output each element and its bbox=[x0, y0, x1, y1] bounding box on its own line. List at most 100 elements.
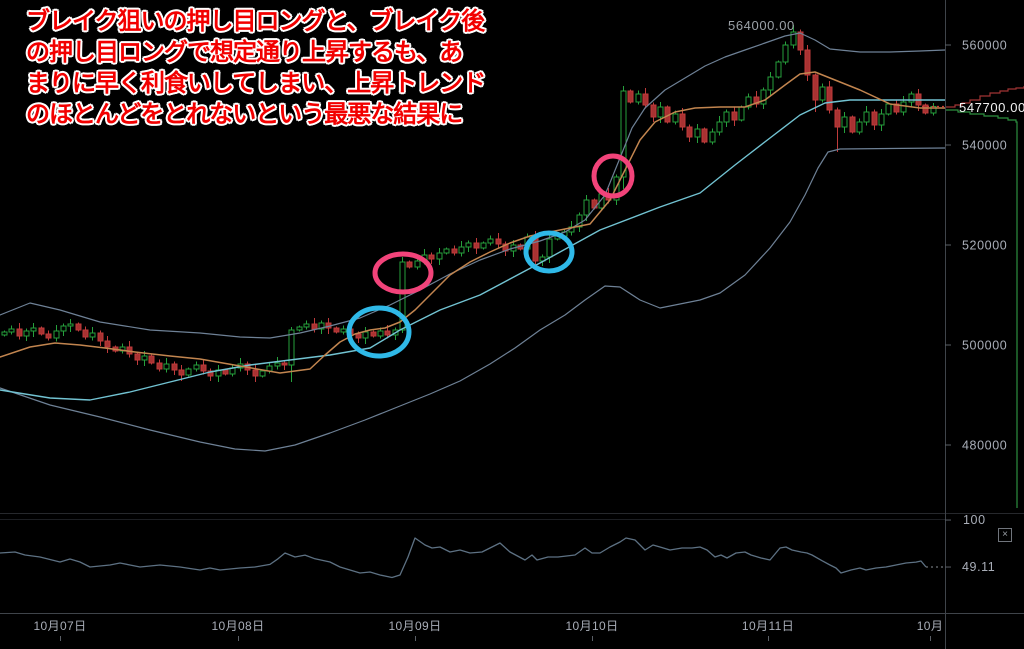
candle-body-up bbox=[908, 93, 915, 103]
candle-body-up bbox=[303, 323, 310, 328]
candle-body-down bbox=[207, 370, 214, 377]
trade-note-annotation: ブレイク狙いの押し目ロングと、ブレイク後 の押し目ロングで想定通り上昇するも、あ… bbox=[26, 6, 546, 130]
date-label: 10月07日 bbox=[33, 619, 86, 633]
candle-body-up bbox=[30, 327, 37, 332]
candle-body-up bbox=[767, 76, 774, 91]
candle-body-up bbox=[23, 330, 30, 337]
entry-circle-pink-2 bbox=[591, 153, 635, 199]
candle-body-down bbox=[849, 116, 856, 133]
candle-body-up bbox=[790, 31, 797, 46]
candle-body-down bbox=[871, 111, 878, 126]
candle-body-up bbox=[657, 106, 664, 118]
close-indicator-button[interactable]: × bbox=[998, 528, 1012, 542]
candle-body-up bbox=[318, 322, 325, 330]
candlestick-series bbox=[1, 25, 937, 382]
candle-body-down bbox=[834, 109, 841, 128]
candle-body-down bbox=[922, 104, 929, 114]
candle-body-up bbox=[465, 242, 472, 248]
candle-body-down bbox=[650, 104, 657, 118]
candle-body-down bbox=[97, 332, 104, 342]
price-tick-label: 480000 bbox=[962, 439, 1007, 453]
candle-body-up bbox=[377, 330, 384, 337]
overlay-band-upper bbox=[0, 32, 946, 339]
candle-body-up bbox=[885, 103, 892, 115]
candle-body-up bbox=[738, 106, 745, 121]
candle-body-down bbox=[370, 331, 377, 337]
candle-body-down bbox=[311, 323, 318, 330]
candle-body-up bbox=[89, 332, 96, 338]
date-label: 10月 bbox=[917, 619, 944, 633]
candle-body-up bbox=[141, 355, 148, 361]
candle-body-down bbox=[627, 90, 634, 103]
candle-body-up bbox=[760, 89, 767, 105]
current-price-label: 547700.00 bbox=[959, 100, 1024, 115]
candle-body-up bbox=[723, 111, 730, 123]
candle-body-down bbox=[642, 93, 649, 106]
depth-ask-line bbox=[945, 86, 1024, 108]
rsi-line bbox=[0, 537, 927, 579]
price-tick-label: 560000 bbox=[962, 39, 1007, 53]
overlay-band-lower bbox=[0, 147, 946, 452]
candle-body-up bbox=[8, 328, 15, 333]
candle-body-up bbox=[480, 242, 487, 249]
candle-body-down bbox=[451, 248, 458, 254]
candle-body-down bbox=[16, 328, 23, 337]
candle-body-down bbox=[731, 111, 738, 121]
candle-body-up bbox=[67, 323, 74, 327]
annotation-line: ブレイク狙いの押し目ロングと、ブレイク後 bbox=[26, 8, 485, 35]
candle-body-up bbox=[583, 199, 590, 216]
price-tick-label: 520000 bbox=[962, 239, 1007, 253]
candle-body-down bbox=[355, 333, 362, 339]
candle-body-up bbox=[782, 44, 789, 63]
candle-body-up bbox=[163, 363, 170, 370]
entry-circle-cyan-1 bbox=[346, 305, 412, 359]
candle-body-up bbox=[856, 121, 863, 133]
candle-body-up bbox=[745, 96, 752, 108]
candle-body-down bbox=[495, 238, 502, 245]
candle-body-down bbox=[104, 340, 111, 348]
rsi-value-label: 49.11 bbox=[962, 560, 996, 574]
candle-body-up bbox=[863, 111, 870, 123]
candle-body-up bbox=[672, 113, 679, 123]
candle-body-down bbox=[252, 369, 259, 377]
candle-body-down bbox=[333, 327, 340, 333]
candle-body-down bbox=[38, 327, 45, 335]
entry-circle-cyan-2 bbox=[523, 230, 575, 274]
annotation-line: まりに早く利食いしてしまい、上昇トレンド bbox=[26, 70, 486, 97]
candle-high-price-label: 564000.00 bbox=[728, 18, 795, 33]
candle-body-up bbox=[487, 238, 494, 244]
candle-body-up bbox=[775, 61, 782, 78]
candle-body-up bbox=[185, 368, 192, 376]
candle-body-up bbox=[340, 328, 347, 333]
candle-body-up bbox=[193, 364, 200, 370]
candle-body-up bbox=[878, 113, 885, 126]
candle-body-down bbox=[75, 323, 82, 331]
candle-body-down bbox=[804, 49, 811, 76]
candle-body-down bbox=[826, 86, 833, 111]
candle-body-down bbox=[45, 333, 52, 339]
candle-body-up bbox=[274, 362, 281, 367]
candle-body-down bbox=[753, 96, 760, 105]
candle-body-down bbox=[178, 369, 185, 376]
candle-body-up bbox=[414, 260, 421, 268]
price-tick-label: 500000 bbox=[962, 339, 1007, 353]
candle-body-up bbox=[259, 370, 266, 377]
candle-body-up bbox=[288, 329, 295, 366]
candle-body-up bbox=[458, 246, 465, 254]
candle-body-down bbox=[222, 369, 229, 375]
candle-body-down bbox=[701, 128, 708, 143]
candle-body-up bbox=[576, 214, 583, 228]
rsi-max-label: 100 bbox=[963, 513, 986, 527]
candle-body-down bbox=[473, 242, 480, 249]
candle-body-down bbox=[797, 31, 804, 51]
candle-body-down bbox=[686, 126, 693, 138]
candle-body-down bbox=[148, 355, 155, 364]
candle-body-up bbox=[362, 331, 369, 339]
candle-body-up bbox=[436, 252, 443, 260]
annotation-line: の押し目ロングで想定通り上昇するも、あ bbox=[26, 39, 463, 66]
candle-body-down bbox=[82, 329, 89, 338]
overlay-ma-cyan bbox=[0, 99, 946, 401]
